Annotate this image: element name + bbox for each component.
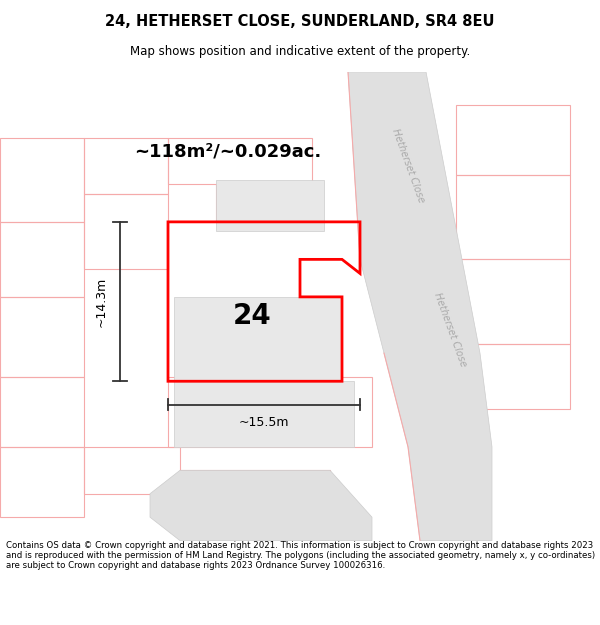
Text: Map shows position and indicative extent of the property.: Map shows position and indicative extent… [130, 44, 470, 58]
Text: 24, HETHERSET CLOSE, SUNDERLAND, SR4 8EU: 24, HETHERSET CLOSE, SUNDERLAND, SR4 8EU [105, 14, 495, 29]
Polygon shape [348, 72, 492, 541]
Bar [174, 297, 342, 381]
Text: Hetherset Close: Hetherset Close [390, 127, 426, 204]
Text: ~118m²/~0.029ac.: ~118m²/~0.029ac. [134, 142, 322, 161]
Bar [216, 180, 324, 231]
Text: 24: 24 [233, 302, 271, 329]
Bar [174, 381, 354, 447]
Text: Hetherset Close: Hetherset Close [432, 291, 468, 368]
Text: ~15.5m: ~15.5m [239, 416, 289, 429]
Text: Contains OS data © Crown copyright and database right 2021. This information is : Contains OS data © Crown copyright and d… [6, 541, 595, 571]
Polygon shape [150, 470, 372, 541]
Text: ~14.3m: ~14.3m [95, 276, 108, 327]
